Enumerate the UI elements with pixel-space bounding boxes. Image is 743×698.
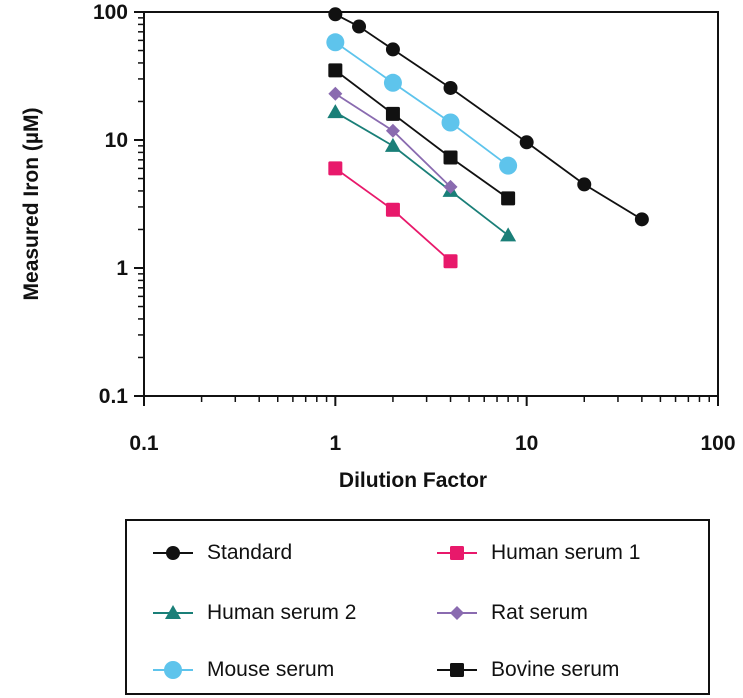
series-human-serum-2	[327, 104, 517, 242]
series-line-mouse-serum	[334, 41, 509, 167]
point-bovine-serum	[328, 63, 343, 78]
legend-swatch-human-serum-1	[437, 546, 477, 560]
chart-svg: 0.1 1 10 100 0.1 1 10 100 Dilution Factor Measu…	[20, 1, 736, 492]
series-line-human-serum-2	[334, 111, 509, 237]
series-bovine-serum	[328, 63, 516, 206]
point-standard	[577, 177, 592, 192]
point-bovine-serum	[443, 150, 458, 165]
legend-marker-bovine-serum	[450, 663, 464, 677]
axis-ticks: 0.1 1 10 100 0.1 1 10 100	[93, 1, 736, 455]
y-tick-label: 10	[105, 129, 128, 152]
x-axis-label: Dilution Factor	[339, 469, 487, 492]
x-tick-label: 1	[329, 432, 341, 455]
legend-marker-human-serum-1	[450, 546, 464, 560]
point-human-serum-1	[443, 254, 458, 269]
series-human-serum-1	[328, 161, 458, 269]
legend-label: Standard	[207, 541, 293, 564]
legend-swatch-human-serum-2	[153, 605, 193, 619]
y-axis-label: Measured Iron (µM)	[20, 108, 43, 301]
legend-item-standard: Standard	[151, 538, 292, 568]
point-human-serum-2	[327, 104, 344, 119]
x-tick-label: 100	[700, 432, 735, 455]
legend-item-bovine-serum: Bovine serum	[435, 655, 619, 685]
legend: Standard Human serum 1 Human serum 2 Rat se…	[125, 519, 710, 695]
point-standard	[519, 135, 534, 150]
point-bovine-serum	[385, 106, 400, 121]
point-standard	[328, 7, 343, 22]
point-human-serum-2	[500, 227, 517, 242]
series-standard	[328, 7, 649, 227]
legend-item-human-serum-2: Human serum 2	[151, 598, 356, 628]
legend-swatch-mouse-serum	[153, 661, 193, 679]
legend-item-mouse-serum: Mouse serum	[151, 655, 334, 685]
series-line-bovine-serum	[334, 69, 509, 200]
legend-marker-rat-serum	[450, 606, 464, 620]
point-mouse-serum	[441, 113, 460, 132]
point-standard	[443, 80, 458, 95]
legend-marker-standard	[166, 546, 180, 560]
point-standard	[352, 19, 367, 34]
legend-label: Mouse serum	[207, 658, 335, 681]
point-mouse-serum	[383, 73, 402, 92]
plot-frame	[143, 11, 719, 397]
legend-swatch-rat-serum	[437, 606, 477, 620]
y-tick-label: 100	[93, 1, 128, 24]
legend-label: Rat serum	[491, 601, 588, 624]
legend-item-rat-serum: Rat serum	[435, 598, 588, 628]
series-rat-serum	[328, 86, 458, 194]
y-tick-label: 1	[116, 257, 128, 280]
legend-swatch-standard	[153, 546, 193, 560]
point-rat-serum	[443, 179, 458, 194]
point-standard	[634, 212, 649, 227]
y-tick-label: 0.1	[99, 385, 129, 408]
legend-marker-mouse-serum	[164, 661, 182, 679]
point-human-serum-1	[328, 161, 343, 176]
point-human-serum-1	[385, 202, 400, 217]
legend-marker-human-serum-2	[165, 605, 181, 619]
legend-swatch-bovine-serum	[437, 663, 477, 677]
legend-item-human-serum-1: Human serum 1	[435, 538, 640, 568]
point-mouse-serum	[326, 33, 345, 52]
point-standard	[385, 42, 400, 57]
point-rat-serum	[385, 123, 400, 138]
legend-label: Bovine serum	[491, 658, 620, 681]
point-human-serum-2	[384, 137, 401, 152]
legend-label: Human serum 1	[491, 541, 641, 564]
series-line-standard	[334, 13, 643, 221]
point-bovine-serum	[501, 191, 516, 206]
series-layer	[326, 7, 649, 269]
point-rat-serum	[328, 86, 343, 101]
point-mouse-serum	[499, 156, 518, 175]
legend-label: Human serum 2	[207, 601, 357, 624]
x-tick-label: 0.1	[129, 432, 159, 455]
x-tick-label: 10	[515, 432, 538, 455]
series-mouse-serum	[326, 33, 518, 175]
